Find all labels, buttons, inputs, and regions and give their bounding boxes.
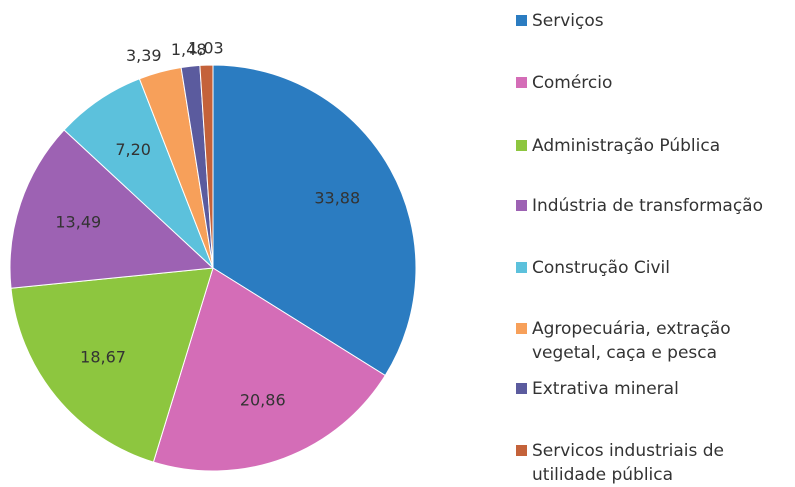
data-label: 3,39 bbox=[126, 46, 162, 65]
pie-slice bbox=[212, 64, 417, 377]
legend-label: Administração Pública bbox=[532, 136, 721, 156]
legend-swatch bbox=[516, 140, 527, 151]
data-label: 13,49 bbox=[55, 212, 101, 231]
legend-item: Administração Pública bbox=[516, 134, 794, 158]
legend-swatch bbox=[516, 77, 527, 88]
pie-slice bbox=[199, 64, 214, 269]
legend-swatch bbox=[516, 262, 527, 273]
data-label: 1,48 bbox=[171, 40, 207, 59]
legend-item: Servicos industriais de utilidade públic… bbox=[516, 439, 794, 487]
legend-item: Agropecuária, extração vegetal, caça e p… bbox=[516, 317, 794, 365]
legend-label: Indústria de transformação bbox=[532, 196, 763, 216]
legend-swatch bbox=[516, 445, 527, 456]
legend-swatch bbox=[516, 200, 527, 211]
legend-label: Comércio bbox=[532, 73, 613, 93]
pie-slice bbox=[9, 129, 215, 289]
data-label: 1,03 bbox=[188, 39, 224, 58]
legend-label: Construção Civil bbox=[532, 258, 671, 278]
legend-item: Extrativa mineral bbox=[516, 377, 794, 401]
legend-swatch bbox=[516, 323, 527, 334]
data-label: 7,20 bbox=[115, 140, 151, 159]
legend-label: Extrativa mineral bbox=[532, 379, 679, 399]
legend-swatch bbox=[516, 15, 527, 26]
legend-item: Comércio bbox=[516, 71, 794, 95]
pie-slice bbox=[10, 267, 214, 463]
legend-item: Indústria de transformação bbox=[516, 194, 794, 218]
data-label: 20,86 bbox=[240, 391, 286, 410]
legend-swatch bbox=[516, 383, 527, 394]
legend-item: Construção Civil bbox=[516, 256, 794, 280]
legend-label: Servicos industriais de utilidade públic… bbox=[532, 441, 724, 485]
data-label: 33,88 bbox=[314, 189, 360, 208]
legend-label: Agropecuária, extração vegetal, caça e p… bbox=[532, 319, 731, 363]
legend-item: Serviços bbox=[516, 9, 794, 33]
legend-label: Serviços bbox=[532, 11, 604, 31]
data-label: 18,67 bbox=[80, 348, 126, 367]
pie-slice bbox=[152, 267, 386, 472]
